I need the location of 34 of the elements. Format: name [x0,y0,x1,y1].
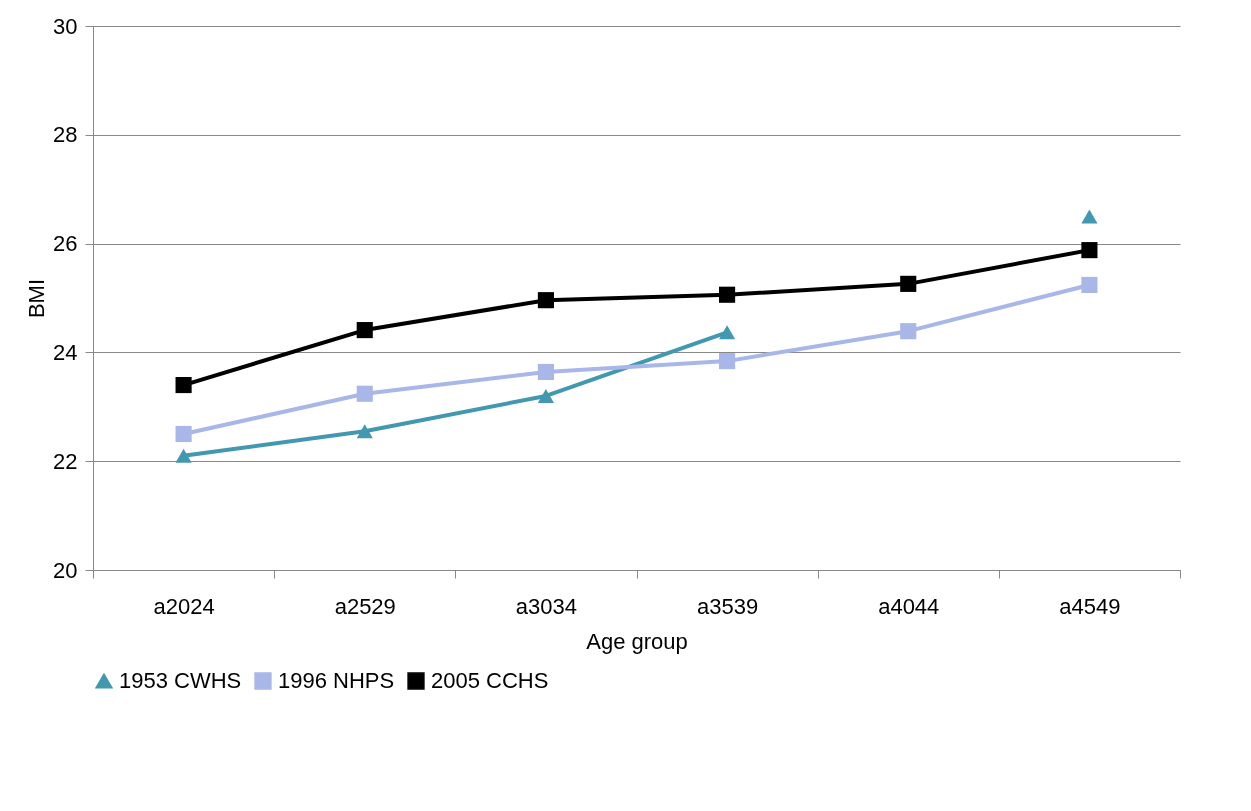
point [175,448,192,463]
point [1081,209,1098,224]
point [175,376,192,394]
point [1081,276,1098,294]
y-axis-title: BMI [24,278,50,319]
x-tick-label: a4549 [1059,593,1121,619]
point [356,385,373,402]
point [537,363,554,381]
point [900,275,917,292]
legend-label: 2005 CCHS [431,668,549,693]
legend-label: 1953 CWHS [119,668,242,693]
point [537,388,554,403]
x-tick-label: a2024 [153,593,215,619]
point [175,425,192,443]
y-tick-label: 22 [53,448,78,474]
x-axis-title: Age group [586,628,688,654]
point [1081,242,1098,259]
point [356,322,373,339]
point [719,325,736,340]
point [719,286,736,303]
point [537,292,554,309]
x-tick-label: a2529 [334,593,396,619]
point [356,424,373,439]
y-tick-label: 24 [53,339,78,365]
y-tick-label: 30 [53,13,78,39]
point [719,353,736,370]
legend-label: 1996 NHPS [278,668,395,693]
x-tick-label: a3539 [696,593,759,619]
x-tick-label: a4044 [878,593,940,619]
x-tick-label: a3034 [515,593,578,619]
y-tick-label: 26 [53,231,78,257]
y-tick-label: 28 [53,122,78,148]
y-tick-label: 20 [53,557,78,583]
point [900,323,917,340]
